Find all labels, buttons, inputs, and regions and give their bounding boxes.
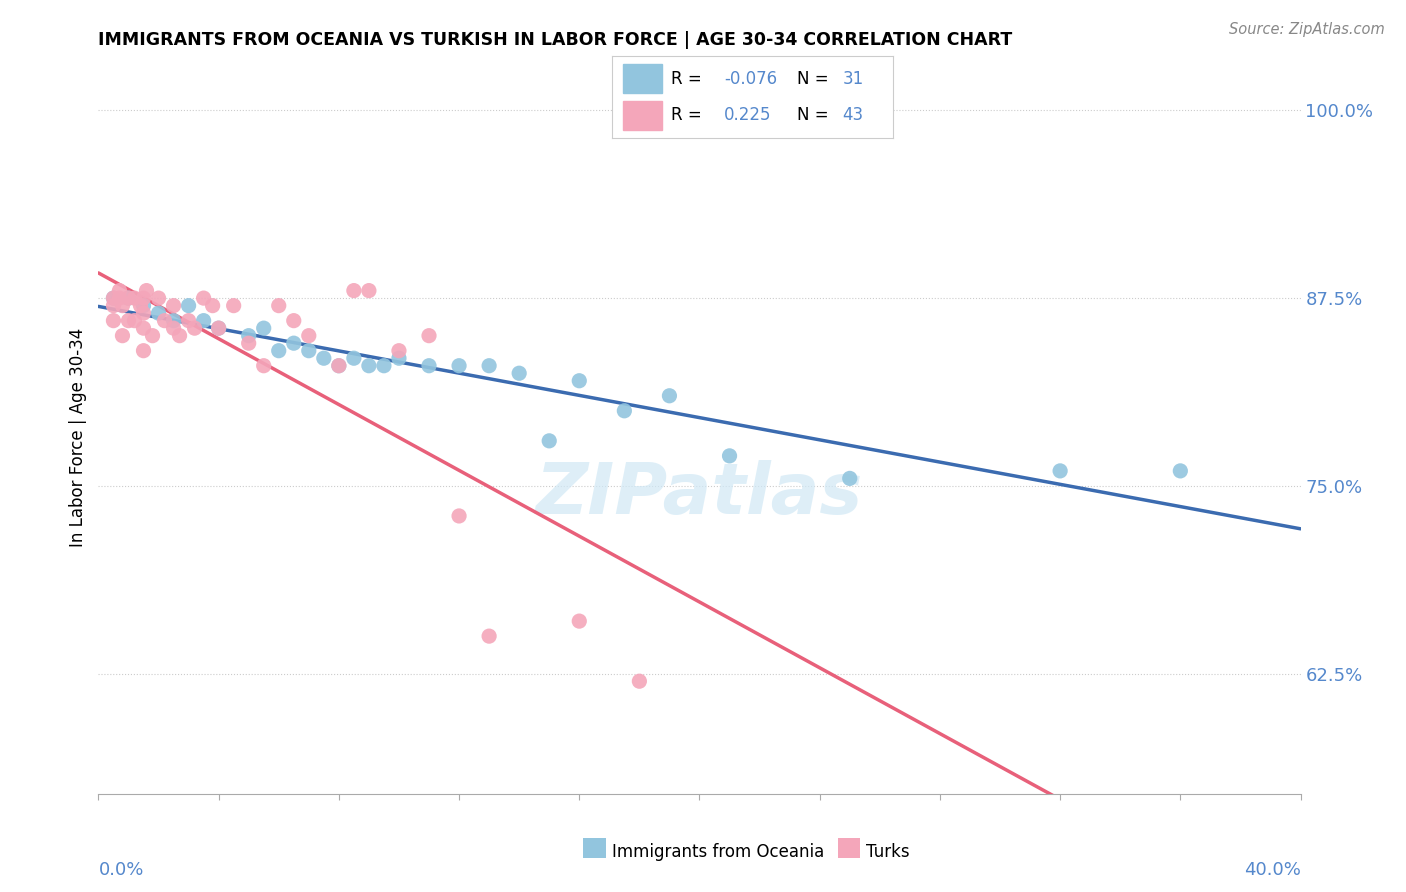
Point (132, 321, 155, 335)
Bar (623, 102, 662, 130)
Point (447, 359, 470, 373)
Point (108, 291, 131, 305)
Point (253, 321, 276, 335)
Point (1170, 464, 1192, 478)
Text: 0.225: 0.225 (724, 106, 772, 124)
Point (222, 299, 245, 313)
Point (238, 336, 260, 351)
Point (298, 343, 321, 358)
Point (117, 291, 139, 305)
Text: Immigrants from Oceania: Immigrants from Oceania (612, 843, 824, 861)
Text: Source: ZipAtlas.com: Source: ZipAtlas.com (1229, 22, 1385, 37)
Point (153, 313, 176, 327)
Point (208, 321, 231, 335)
Text: Turks: Turks (866, 843, 910, 861)
Point (267, 343, 290, 358)
Text: IMMIGRANTS FROM OCEANIA VS TURKISH IN LABOR FORCE | AGE 30-34 CORRELATION CHART: IMMIGRANTS FROM OCEANIA VS TURKISH IN LA… (98, 31, 1012, 49)
Text: R =: R = (671, 106, 702, 124)
Point (357, 359, 380, 373)
Point (169, 328, 191, 343)
Point (193, 313, 215, 327)
Text: 40.0%: 40.0% (1244, 862, 1301, 880)
Point (103, 291, 125, 305)
Point (568, 374, 591, 388)
Point (132, 343, 155, 358)
Point (343, 284, 366, 298)
Point (103, 313, 125, 327)
Point (568, 614, 591, 628)
Point (628, 674, 651, 689)
Text: N =: N = (797, 106, 828, 124)
Point (117, 291, 139, 305)
Point (132, 306, 155, 320)
Point (357, 284, 380, 298)
Point (117, 313, 139, 327)
Point (148, 291, 170, 305)
Point (238, 328, 260, 343)
Point (129, 299, 152, 313)
Point (208, 321, 231, 335)
Point (177, 313, 200, 327)
Point (718, 449, 741, 463)
Text: ZIPatlas: ZIPatlas (536, 459, 863, 529)
Text: -0.076: -0.076 (724, 70, 778, 88)
Point (658, 389, 681, 403)
Point (193, 291, 215, 305)
Point (283, 336, 305, 351)
Point (124, 313, 146, 327)
Text: R =: R = (671, 70, 702, 88)
Point (135, 284, 157, 298)
Point (148, 306, 170, 320)
Point (613, 404, 636, 418)
Point (373, 359, 395, 373)
Point (177, 299, 200, 313)
Point (132, 291, 155, 305)
Point (162, 299, 184, 313)
Point (298, 328, 321, 343)
Text: 31: 31 (842, 70, 863, 88)
Point (201, 299, 224, 313)
Text: 43: 43 (842, 106, 863, 124)
Point (838, 471, 860, 485)
Point (103, 291, 125, 305)
Point (312, 351, 335, 366)
Point (103, 299, 125, 313)
Point (1049, 464, 1071, 478)
Point (162, 313, 184, 327)
Point (478, 629, 501, 643)
Point (328, 359, 350, 373)
Point (418, 328, 440, 343)
Point (111, 299, 134, 313)
Point (283, 313, 305, 327)
Point (111, 328, 134, 343)
Point (328, 359, 350, 373)
Text: N =: N = (797, 70, 828, 88)
Point (508, 366, 530, 380)
Point (162, 321, 184, 335)
Point (538, 434, 561, 448)
Point (267, 299, 290, 313)
Point (388, 351, 411, 366)
Point (478, 359, 501, 373)
Point (388, 343, 411, 358)
Text: 0.0%: 0.0% (98, 862, 143, 880)
Point (447, 508, 470, 523)
Point (253, 359, 276, 373)
Bar (623, 64, 662, 93)
Y-axis label: In Labor Force | Age 30-34: In Labor Force | Age 30-34 (69, 327, 87, 547)
Point (132, 299, 155, 313)
Point (418, 359, 440, 373)
Point (343, 351, 366, 366)
Point (141, 328, 163, 343)
Point (124, 291, 146, 305)
Point (183, 321, 205, 335)
Point (108, 284, 131, 298)
